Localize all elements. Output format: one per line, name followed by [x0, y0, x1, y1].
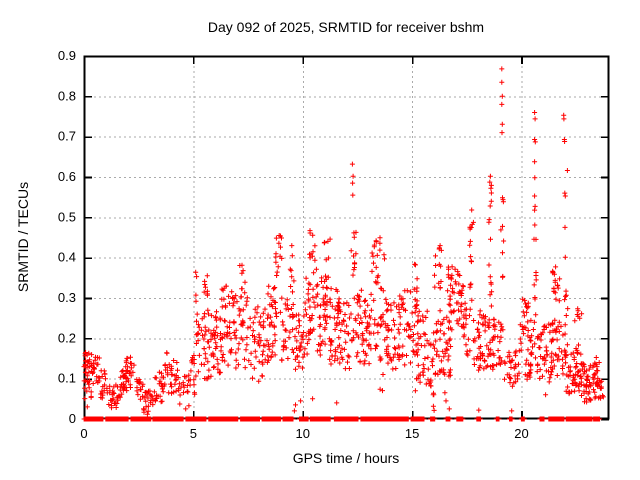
y-tick-label: 0.2 — [58, 330, 76, 345]
data-points-path — [81, 66, 606, 422]
data-points-layer — [81, 66, 606, 422]
x-tick-label: 5 — [190, 426, 197, 441]
x-tick-label: 10 — [296, 426, 310, 441]
y-tick-label: 0.5 — [58, 209, 76, 224]
y-tick-label: 0.7 — [58, 129, 76, 144]
tick-label-layer: 0 0.1 0.2 0.3 0.4 0.5 0.6 0.7 0.8 0.9 0 5 10 15 20 — [58, 48, 529, 441]
grid-dotted-lines — [84, 56, 609, 419]
y-tick-label: 0.6 — [58, 169, 76, 184]
y-tick-label: 0.3 — [58, 290, 76, 305]
y-tick-label: 0.9 — [58, 48, 76, 63]
y-tick-label: 0 — [69, 411, 76, 426]
x-tick-label: 20 — [514, 426, 528, 441]
y-axis-label: SRMTID / TECUs — [15, 182, 31, 292]
y-tick-label: 0.4 — [58, 250, 76, 265]
y-tick-label: 0.1 — [58, 371, 76, 386]
x-tick-label: 15 — [405, 426, 419, 441]
grid-layer — [84, 56, 609, 419]
x-tick-label: 0 — [80, 426, 87, 441]
x-axis-label: GPS time / hours — [293, 450, 400, 466]
y-tick-label: 0.8 — [58, 88, 76, 103]
chart-title: Day 092 of 2025, SRMTID for receiver bsh… — [208, 19, 484, 35]
